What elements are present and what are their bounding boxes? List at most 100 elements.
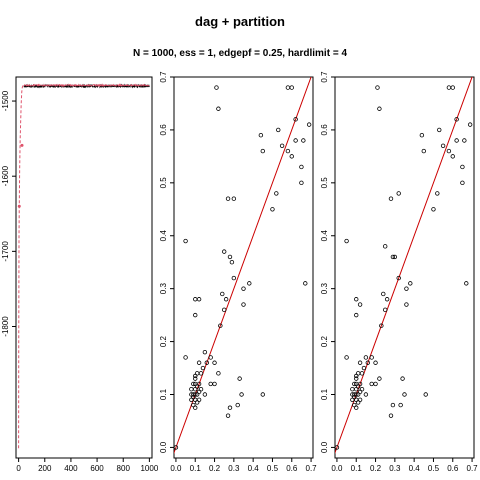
x-tick-label: 0.3 (389, 464, 401, 473)
y-tick-label: 0.6 (159, 124, 168, 136)
scatter-point (193, 392, 198, 397)
scatter-plot-1: 0.0 0.0 0.1 0.1 0.2 0.2 0.3 0.3 0.4 0.4 0.5 0.5 0.6 0… (159, 71, 317, 473)
scatter-point (221, 249, 227, 254)
y-tick-label: 0.6 (320, 124, 329, 136)
scatter-point (221, 307, 227, 313)
page-subtitle: N = 1000, ess = 1, edgepf = 0.25, hardli… (133, 48, 347, 59)
scatter-plot-2: 0.0 0.0 0.1 0.1 0.2 0.2 0.3 0.3 0.4 0.4 0.5 0.5 0.6 0… (320, 71, 479, 473)
scatter-point (379, 323, 384, 328)
x-tick-label: 400 (64, 464, 78, 473)
scatter-point (193, 297, 198, 302)
scatter-point (237, 376, 242, 381)
scatter-point (227, 405, 233, 410)
trace-point (20, 143, 24, 147)
scatter-point (384, 297, 390, 302)
x-tick-label: 0 (16, 464, 21, 473)
scatter-point (354, 376, 359, 381)
scatter-point (231, 196, 237, 201)
scatter-point (260, 392, 266, 397)
y-tick-label: 0.1 (159, 388, 168, 400)
scatter-point (404, 302, 409, 307)
page-title: dag + partition (195, 14, 285, 29)
scatter-point (359, 371, 365, 376)
scatter-point (231, 275, 237, 281)
x-tick-label: 0.4 (409, 464, 421, 473)
scatter-point (382, 307, 388, 313)
scatter-point (404, 286, 409, 291)
scatter-point (357, 381, 363, 387)
scatter-point (396, 191, 401, 196)
scatter-point (382, 244, 388, 249)
scatter-point (369, 355, 374, 360)
scatter-point (202, 392, 208, 397)
y-tick-label: -1800 (1, 316, 10, 337)
plot-frame (334, 76, 475, 459)
scatter-point (200, 365, 206, 371)
scatter-point (276, 127, 281, 133)
x-tick-label: 0.2 (370, 464, 382, 473)
scatter-point (396, 275, 401, 281)
scatter-point (354, 312, 359, 318)
scatter-point (193, 312, 198, 318)
x-tick-label: 0.5 (428, 464, 440, 473)
y-tick-label: -1700 (1, 241, 10, 262)
y-tick-label: 0.1 (320, 388, 329, 400)
scatter-point (279, 143, 285, 148)
scatter-point (375, 85, 380, 90)
scatter-point (241, 286, 246, 291)
scatter-point (388, 413, 394, 418)
scatter-point (208, 355, 213, 360)
scatter-point (306, 122, 312, 127)
y-tick-label: 0.0 (320, 441, 329, 453)
x-tick-label: 0.2 (209, 464, 221, 473)
scatter-point (173, 445, 179, 450)
trace-initial-line (18, 84, 25, 449)
scatter-point (183, 355, 188, 360)
scatter-point (196, 360, 202, 365)
scatter-point (354, 297, 359, 302)
scatter-point (198, 387, 204, 392)
scatter-point (450, 85, 455, 90)
scatter-point (431, 207, 436, 212)
scatter-point (419, 133, 425, 138)
scatter-point (464, 281, 469, 286)
scatter-point (212, 360, 217, 365)
scatter-point (229, 260, 235, 265)
scatter-point (440, 143, 446, 148)
scatter-point (285, 148, 291, 154)
scatter-point (402, 392, 407, 397)
scatter-point (357, 302, 363, 307)
y-tick-label: 0.0 (159, 441, 168, 453)
scatter-point (350, 387, 355, 392)
x-tick-label: 0.6 (447, 464, 459, 473)
plot-frame (15, 76, 153, 459)
scatter-point (303, 281, 308, 286)
x-tick-label: 1000 (140, 464, 158, 473)
scatter-point (274, 191, 279, 196)
x-tick-label: 0.7 (467, 464, 479, 473)
scatter-point (214, 85, 219, 90)
scatter-point (373, 360, 378, 365)
scatter-point (446, 85, 452, 90)
scatter-point (381, 291, 386, 297)
y-tick-label: 0.2 (320, 335, 329, 347)
scatter-point (183, 238, 188, 244)
scatter-point (204, 360, 210, 365)
scatter-point (299, 180, 304, 186)
x-tick-label: 600 (90, 464, 104, 473)
scatter-point (377, 376, 382, 381)
scatter-point (437, 127, 442, 133)
scatter-point (225, 196, 231, 201)
scatter-point (408, 281, 413, 286)
scatter-point (392, 254, 398, 260)
scatter-point (216, 106, 221, 111)
scatter-point (357, 360, 363, 365)
scatter-point (189, 387, 194, 392)
scatter-point (359, 387, 365, 392)
scatter-point (462, 138, 467, 143)
scatter-point (400, 376, 405, 381)
scatter-point (239, 392, 244, 397)
plot-frame (173, 76, 314, 459)
y-tick-label: 0.2 (159, 335, 168, 347)
scatter-point (450, 154, 455, 159)
